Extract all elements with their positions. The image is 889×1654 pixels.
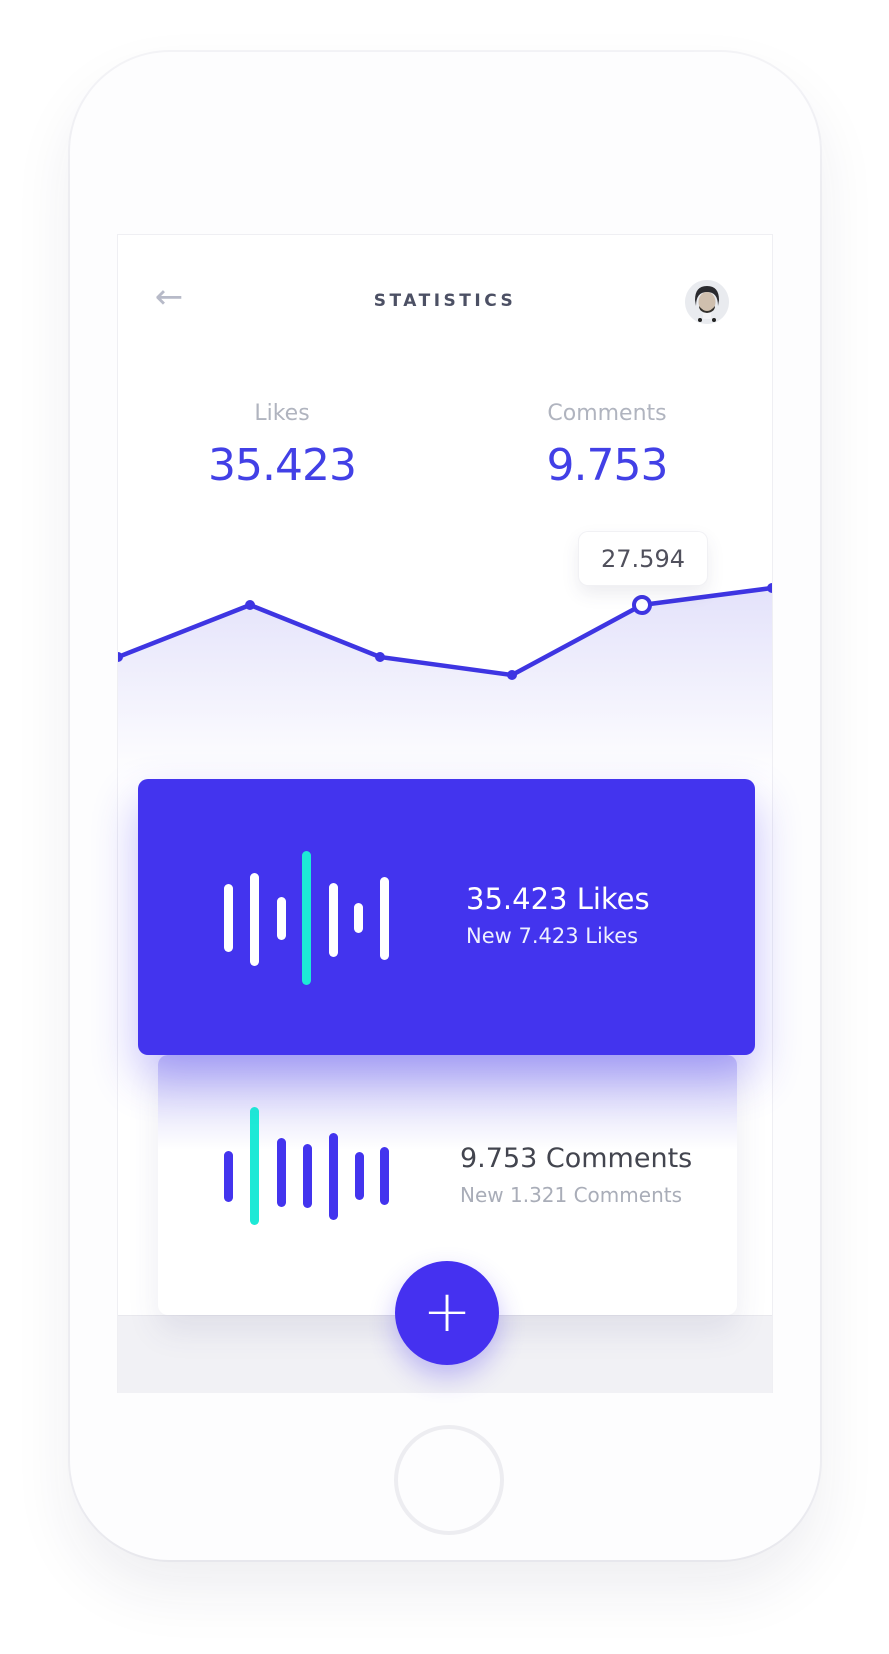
- waveform-bar: [379, 1147, 389, 1205]
- waveform-icon: [138, 779, 755, 1055]
- line-chart[interactable]: [118, 555, 772, 805]
- data-point[interactable]: [245, 600, 255, 610]
- comments-value: 9.753: [546, 440, 669, 491]
- app-screen: ← STATISTICS Likes 35.423 Comments 9.753…: [118, 235, 772, 1393]
- waveform-bar: [249, 873, 259, 966]
- avatar-photo: [685, 280, 729, 324]
- likes-stat: Likes 35.423: [172, 401, 392, 491]
- likes-card-title: 35.423 Likes: [466, 882, 650, 916]
- waveform-bar: [328, 1133, 338, 1220]
- waveform-bar: [223, 884, 233, 952]
- chart-line: [118, 585, 772, 678]
- home-button[interactable]: [394, 1425, 504, 1535]
- waveform-bar: [276, 897, 286, 940]
- chart-data-points: [118, 583, 772, 680]
- data-point[interactable]: [507, 670, 517, 680]
- chart-tooltip: 27.594: [579, 532, 707, 585]
- add-button[interactable]: +: [395, 1261, 499, 1365]
- waveform-bar: [301, 851, 311, 985]
- avatar[interactable]: [685, 280, 729, 324]
- data-point[interactable]: [375, 652, 385, 662]
- waveform-icon: [158, 1055, 737, 1315]
- comments-card-subtitle: New 1.321 Comments: [460, 1183, 683, 1207]
- waveform-bar: [302, 1144, 312, 1208]
- highlighted-data-point[interactable]: [632, 595, 652, 615]
- likes-label: Likes: [254, 401, 310, 426]
- comments-stat: Comments 9.753: [497, 401, 717, 491]
- waveform-bar: [354, 1152, 364, 1200]
- likes-card-subtitle: New 7.423 Likes: [466, 924, 639, 948]
- plus-icon: +: [422, 1277, 472, 1345]
- data-point[interactable]: [767, 583, 772, 593]
- chart-tooltip-value: 27.594: [601, 544, 685, 573]
- waveform-bar: [276, 1138, 286, 1207]
- comments-card-title: 9.753 Comments: [460, 1143, 693, 1174]
- chart-area-fill: [118, 588, 772, 805]
- waveform-bar: [223, 1151, 233, 1202]
- likes-value: 35.423: [208, 440, 357, 491]
- page-title: STATISTICS: [373, 291, 517, 311]
- comments-card[interactable]: 9.753 Comments New 1.321 Comments: [158, 1055, 737, 1315]
- waveform-bar: [328, 883, 338, 957]
- data-point[interactable]: [118, 652, 123, 662]
- waveform-bar: [353, 903, 363, 933]
- comments-label: Comments: [547, 401, 667, 426]
- back-arrow-icon[interactable]: ←: [154, 277, 184, 317]
- waveform-bar: [379, 877, 389, 960]
- phone-frame: ← STATISTICS Likes 35.423 Comments 9.753…: [70, 52, 820, 1560]
- waveform-bar: [249, 1107, 259, 1225]
- likes-card[interactable]: 35.423 Likes New 7.423 Likes: [138, 779, 755, 1055]
